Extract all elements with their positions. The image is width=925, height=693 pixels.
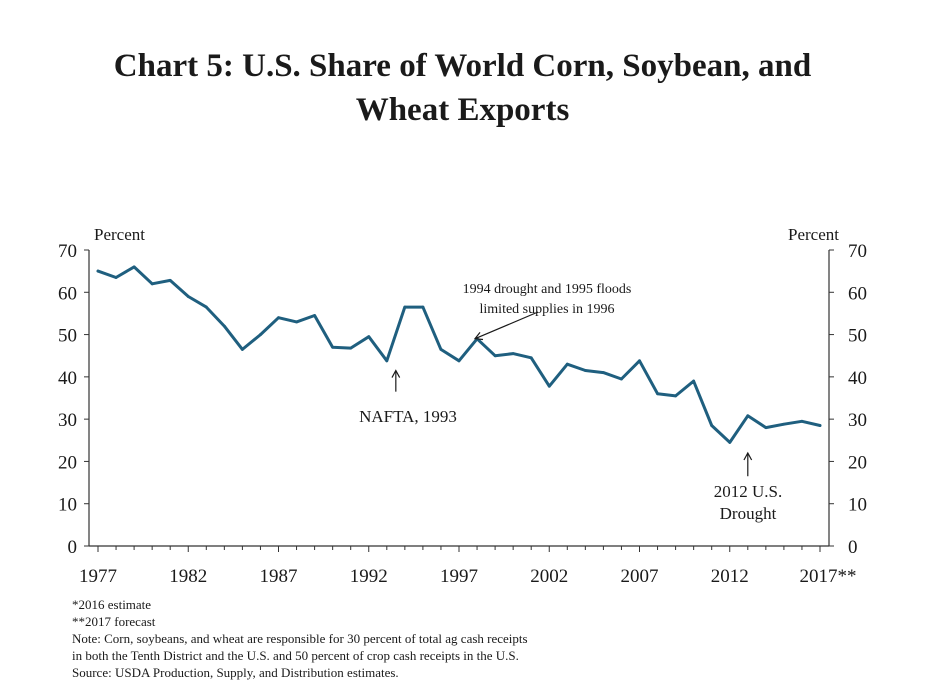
data-point <box>150 282 154 286</box>
data-point <box>349 346 353 350</box>
x-tick-label: 1982 <box>169 566 207 587</box>
annotation-us-drought-line: Drought <box>720 504 777 523</box>
x-tick-label: 1987 <box>260 566 298 587</box>
y-tick-label-right: 40 <box>848 368 867 389</box>
data-point <box>168 279 172 282</box>
data-point <box>331 345 335 349</box>
y-tick-label-right: 70 <box>848 241 867 262</box>
chart-title: Chart 5: U.S. Share of World Corn, Soybe… <box>0 44 925 132</box>
y-tick-label-right: 60 <box>848 283 867 304</box>
data-point <box>222 324 226 328</box>
annotation-drought-floods-line: limited supplies in 1996 <box>480 302 615 317</box>
x-tick-label: 2002 <box>530 566 568 587</box>
annotation-drought-floods-line: 1994 drought and 1995 floods <box>463 282 632 297</box>
y-tick-label-left: 70 <box>58 241 77 262</box>
note-share-cont: in both the Tenth District and the U.S. … <box>72 648 519 663</box>
data-point <box>457 359 461 363</box>
data-point <box>565 362 569 366</box>
chart-series <box>96 265 822 444</box>
data-point <box>313 314 316 317</box>
data-point <box>114 276 118 279</box>
data-point <box>638 359 641 363</box>
data-point <box>818 424 822 427</box>
x-tick-label: 1997 <box>440 566 478 587</box>
data-point <box>782 422 786 426</box>
series-line <box>96 265 822 444</box>
data-point <box>674 394 677 398</box>
note-share: Note: Corn, soybeans, and wheat are resp… <box>72 631 528 646</box>
chart-tick-labels: 0 0 10 10 20 20 30 30 40 40 50 50 60 60 70 70 1977 1982 19… <box>58 225 867 587</box>
y-tick-label-left: 10 <box>58 495 77 516</box>
chart-annotations: NAFTA, 1993 1994 drought and 1995 floods l… <box>359 282 782 523</box>
y-axis-title-left: Percent <box>94 225 145 244</box>
y-tick-label-right: 20 <box>848 452 867 473</box>
y-tick-label-right: 50 <box>848 326 867 347</box>
chart-notes: *2016 estimate **2017 forecast Note: Cor… <box>72 596 528 681</box>
data-point <box>511 352 515 355</box>
data-point <box>710 424 714 427</box>
x-tick-label: 1977 <box>79 566 117 587</box>
data-point <box>241 347 244 351</box>
data-point <box>186 295 190 298</box>
data-point <box>620 377 623 381</box>
y-tick-label-left: 50 <box>58 326 77 347</box>
drought-floods-arrow-head <box>473 332 484 341</box>
data-point <box>277 316 280 320</box>
y-tick-label-left: 20 <box>58 452 77 473</box>
data-point <box>583 369 587 372</box>
data-point <box>800 419 804 423</box>
data-point <box>132 265 136 269</box>
y-tick-label-left: 0 <box>68 537 78 558</box>
note-source: Source: USDA Production, Supply, and Dis… <box>72 665 399 680</box>
nafta-arrow-head <box>391 369 401 378</box>
y-tick-label-left: 30 <box>58 410 77 431</box>
data-point <box>529 356 533 360</box>
y-axis-title-right: Percent <box>788 225 839 244</box>
annotation-us-drought-line: 2012 U.S. <box>714 482 782 501</box>
data-point <box>439 347 443 351</box>
data-point <box>764 426 768 429</box>
data-point <box>385 359 389 363</box>
data-point <box>403 305 407 309</box>
x-tick-label: 2007 <box>621 566 659 587</box>
x-tick-label: 1992 <box>350 566 388 587</box>
chart-title-line-2: Wheat Exports <box>355 92 570 128</box>
data-point <box>367 335 371 339</box>
data-point <box>547 384 551 388</box>
note-forecast: **2017 forecast <box>72 614 156 629</box>
annotation-nafta: NAFTA, 1993 <box>359 407 457 426</box>
y-tick-label-right: 10 <box>848 495 867 516</box>
data-point <box>96 269 100 273</box>
y-tick-label-left: 60 <box>58 283 77 304</box>
y-tick-label-right: 0 <box>848 537 858 558</box>
data-point <box>692 379 696 383</box>
data-point <box>204 305 208 309</box>
data-point <box>746 414 750 418</box>
drought-floods-arrow <box>474 311 539 340</box>
x-tick-label: 2012 <box>711 566 749 587</box>
data-point <box>259 333 262 336</box>
y-tick-label-right: 30 <box>848 410 867 431</box>
data-point <box>728 441 732 444</box>
data-point <box>602 371 605 375</box>
data-point <box>295 320 298 324</box>
data-point <box>493 354 497 358</box>
us-drought-arrow-head <box>743 451 753 461</box>
x-tick-label: 2017** <box>800 566 857 587</box>
data-point <box>421 305 425 309</box>
y-tick-label-left: 40 <box>58 368 77 389</box>
note-estimate: *2016 estimate <box>72 597 152 612</box>
chart-axes <box>84 249 834 552</box>
chart-title-line-1: Chart 5: U.S. Share of World Corn, Soybe… <box>113 48 812 84</box>
data-point <box>656 392 659 396</box>
